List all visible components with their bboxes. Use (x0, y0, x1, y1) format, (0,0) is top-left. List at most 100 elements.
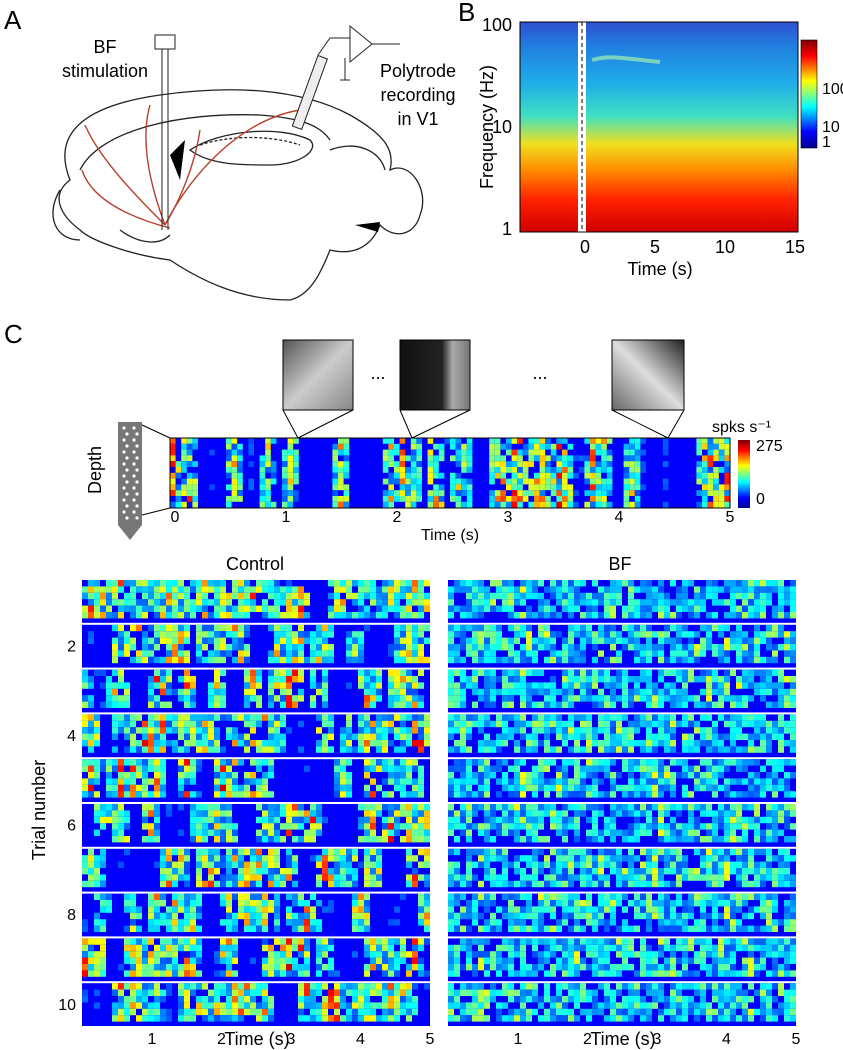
heatmap-cell (616, 682, 622, 688)
heatmap-cell (538, 926, 544, 932)
heatmap-cell (526, 804, 532, 810)
heatmap-cell (532, 862, 538, 868)
heatmap-cell (580, 785, 586, 791)
heatmap-cell (574, 593, 580, 599)
heatmap-cell (100, 823, 106, 829)
heatmap-cell (784, 657, 790, 663)
heatmap-cell (226, 996, 232, 1002)
heatmap-cell (748, 593, 754, 599)
heatmap-cell (388, 778, 394, 784)
heatmap-cell (226, 444, 232, 450)
heatmap-cell (646, 657, 652, 663)
heatmap-cell (532, 766, 538, 772)
heatmap-cell (676, 612, 682, 618)
heatmap-cell (160, 990, 166, 996)
heatmap-cell (778, 766, 784, 772)
heatmap-cell (304, 990, 310, 996)
heatmap-cell (790, 612, 796, 618)
heatmap-cell (472, 580, 478, 586)
heatmap-cell (310, 836, 316, 842)
heatmap-cell (274, 810, 280, 816)
heatmap-cell (496, 766, 502, 772)
heatmap-cell (712, 689, 718, 695)
heatmap-cell (416, 455, 422, 461)
heatmap-cell (604, 830, 610, 836)
heatmap-cell (534, 444, 540, 450)
heatmap-cell (250, 849, 256, 855)
heatmap-cell (629, 444, 635, 450)
heatmap-cell (700, 849, 706, 855)
heatmap-cell (682, 766, 688, 772)
heatmap-cell (664, 625, 670, 631)
heatmap-cell (523, 490, 529, 496)
heatmap-cell (418, 682, 424, 688)
heatmap-cell (538, 772, 544, 778)
heatmap-cell (142, 964, 148, 970)
heatmap-cell (719, 490, 725, 496)
heatmap-cell (489, 496, 495, 502)
heatmap-cell (534, 455, 540, 461)
heatmap-cell (550, 580, 556, 586)
heatmap-cell (232, 894, 238, 900)
heatmap-cell (520, 759, 526, 765)
x-tick-label: 4 (615, 509, 624, 526)
heatmap-cell (754, 638, 760, 644)
heatmap-cell (778, 593, 784, 599)
heatmap-cell (766, 657, 772, 663)
heatmap-cell (370, 759, 376, 765)
heatmap-cell (772, 817, 778, 823)
heatmap-cell (460, 906, 466, 912)
heatmap-cell (310, 1015, 316, 1021)
heatmap-cell (508, 657, 514, 663)
heatmap-cell (718, 714, 724, 720)
heatmap-cell (304, 599, 310, 605)
heatmap-cell (742, 746, 748, 752)
heatmap-cell (166, 638, 172, 644)
heatmap-cell (556, 496, 562, 502)
heatmap-cell (322, 983, 328, 989)
heatmap-cell (190, 970, 196, 976)
heatmap-cell (718, 862, 724, 868)
heatmap-cell (202, 625, 208, 631)
heatmap-cell (592, 830, 598, 836)
heatmap-cell (118, 766, 124, 772)
heatmap-cell (178, 599, 184, 605)
heatmap-cell (544, 625, 550, 631)
heatmap-cell (406, 593, 412, 599)
heatmap-cell (574, 644, 580, 650)
heatmap-cell (400, 695, 406, 701)
heatmap-cell (448, 906, 454, 912)
heatmap-cell (598, 862, 604, 868)
heatmap-cell (388, 919, 394, 925)
heatmap-cell (664, 810, 670, 816)
heatmap-cell (184, 670, 190, 676)
heatmap-cell (328, 746, 334, 752)
heatmap-cell (742, 823, 748, 829)
heatmap-cell (262, 778, 268, 784)
heatmap-cell (466, 714, 472, 720)
heatmap-cell (250, 874, 256, 880)
heatmap-cell (118, 1009, 124, 1015)
heatmap-cell (748, 695, 754, 701)
heatmap-cell (724, 791, 730, 797)
heatmap-cell (148, 900, 154, 906)
heatmap-cell (94, 855, 100, 861)
heatmap-cell (265, 496, 271, 502)
heatmap-cell (268, 1002, 274, 1008)
heatmap-cell (382, 996, 388, 1002)
heatmap-cell (148, 734, 154, 740)
heatmap-cell (730, 593, 736, 599)
heatmap-cell (596, 496, 602, 502)
heatmap-cell (508, 919, 514, 925)
probe-site (122, 474, 125, 477)
heatmap-cell (328, 612, 334, 618)
heatmap-cell (586, 836, 592, 842)
heatmap-cell (478, 862, 484, 868)
heatmap-cell (634, 689, 640, 695)
heatmap-cell (184, 599, 190, 605)
heatmap-cell (154, 926, 160, 932)
heatmap-cell (658, 881, 664, 887)
heatmap-cell (280, 586, 286, 592)
heatmap-cell (160, 746, 166, 752)
heatmap-cell (154, 599, 160, 605)
